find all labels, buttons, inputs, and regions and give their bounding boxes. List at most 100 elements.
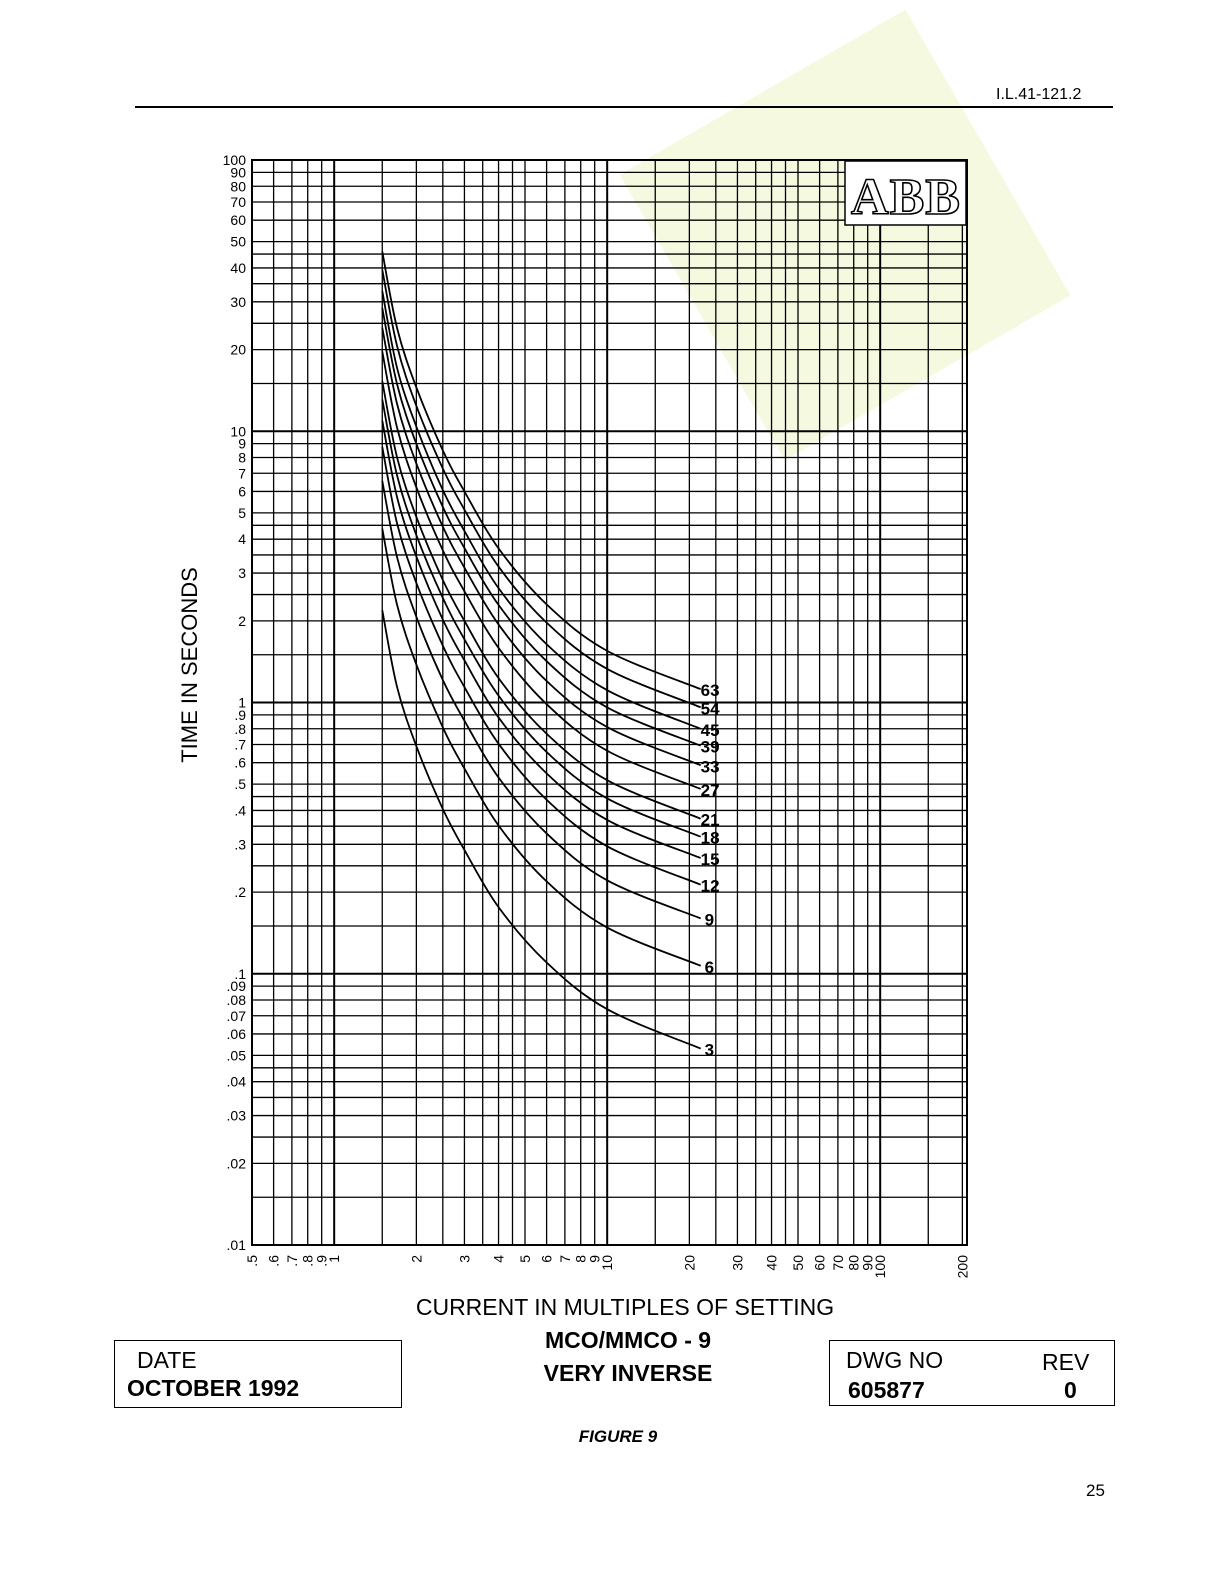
curve-label: 54 (701, 699, 720, 718)
curve-label: 21 (701, 811, 720, 830)
y-tick-label: 2 (238, 613, 246, 629)
rev-value: 0 (1064, 1377, 1077, 1403)
curve-dial-15 (381, 420, 702, 859)
y-tick-label: .8 (234, 721, 246, 737)
curves (381, 251, 702, 1050)
x-tick-label: 7 (557, 1255, 573, 1263)
x-tick-label: 2 (408, 1255, 424, 1263)
curve-label: 12 (701, 877, 720, 896)
y-tick-label: 1 (238, 695, 246, 711)
x-axis-title: CURRENT IN MULTIPLES OF SETTING (415, 1294, 835, 1320)
y-tick-label: 90 (230, 164, 246, 180)
y-tick-label: .07 (227, 1008, 247, 1024)
y-tick-label: .3 (234, 836, 246, 852)
y-tick-label: 5 (238, 505, 246, 521)
dwg-value: 605877 (848, 1377, 925, 1403)
y-tick-label: .2 (234, 884, 246, 900)
chart-title: MCO/MMCO - 9 (544, 1327, 712, 1353)
y-tick-label: .7 (234, 737, 246, 753)
curve-label: 15 (701, 850, 720, 869)
date-value: OCTOBER 1992 (127, 1375, 300, 1401)
dwg-label: DWG NO (846, 1347, 944, 1373)
x-tick-label: 80 (846, 1255, 862, 1271)
y-tick-label: 40 (230, 260, 246, 276)
page-number: 25 (1086, 1481, 1105, 1500)
y-tick-label: 70 (230, 194, 246, 210)
y-tick-label: .9 (234, 707, 246, 723)
logo-text: ABB (851, 169, 961, 226)
x-tick-label: 50 (790, 1255, 806, 1271)
y-tick-label: .6 (234, 755, 246, 771)
y-tick-label: 30 (230, 294, 246, 310)
x-tick-label: 5 (517, 1255, 533, 1263)
x-tick-label: 8 (573, 1255, 589, 1263)
y-tick-label: .01 (227, 1237, 247, 1253)
y-tick-label: 7 (238, 465, 246, 481)
plot-frame (251, 159, 968, 1246)
curve-dial-9 (381, 480, 702, 920)
curve-dial-33 (381, 327, 702, 767)
curve-label: 33 (701, 757, 720, 776)
x-tick-label: 4 (491, 1255, 507, 1263)
curve-dial-39 (381, 307, 702, 747)
curve-dial-6 (381, 528, 702, 967)
x-tick-label: 30 (729, 1255, 745, 1271)
abb-logo: ABB (844, 160, 967, 227)
curve-dial-63 (381, 251, 702, 690)
curve-label: 3 (705, 1041, 714, 1060)
header-rule (135, 106, 1113, 108)
curve-label: 6 (705, 958, 714, 977)
x-tick-label: 1 (326, 1255, 342, 1263)
x-tick-label: 70 (830, 1255, 846, 1271)
x-tick-label: 100 (872, 1255, 888, 1279)
curve-dial-27 (381, 351, 702, 790)
y-tick-label: .5 (234, 776, 246, 792)
curve-label: 9 (705, 910, 714, 929)
document-id: I.L.41-121.2 (996, 86, 1082, 103)
rev-label: REV (1042, 1349, 1090, 1375)
curve-dial-54 (381, 269, 702, 709)
chart-subtitle: VERY INVERSE (543, 1360, 713, 1386)
y-tick-label: 3 (238, 565, 246, 581)
y-tick-label: 9 (238, 436, 246, 452)
x-tick-label: .8 (300, 1255, 316, 1267)
figure-caption: FIGURE 9 (578, 1427, 658, 1446)
x-tick-label: 200 (954, 1255, 970, 1279)
y-tick-label: .05 (227, 1047, 247, 1063)
curve-label: 39 (701, 738, 720, 757)
x-tick-label: 6 (539, 1255, 555, 1263)
curve-label: 18 (701, 829, 720, 848)
x-tick-label: 10 (599, 1255, 615, 1271)
x-tick-label: 3 (456, 1255, 472, 1263)
y-tick-label: .08 (227, 992, 247, 1008)
x-tick-label: .6 (266, 1255, 282, 1267)
curve-label: 27 (701, 781, 720, 800)
y-tick-label: .06 (227, 1026, 247, 1042)
curve-dial-18 (381, 399, 702, 838)
y-tick-label: 60 (230, 212, 246, 228)
y-tick-label: 4 (238, 531, 246, 547)
y-tick-label: 10 (230, 423, 246, 439)
curve-label: 45 (701, 721, 720, 740)
curve-label: 63 (701, 681, 720, 700)
logo-background (844, 160, 967, 226)
x-tick-label: 20 (681, 1255, 697, 1271)
y-axis-title: TIME IN SECONDS (177, 567, 202, 763)
x-tick-label: 40 (764, 1255, 780, 1271)
curve-dial-12 (381, 446, 702, 886)
y-tick-label: 8 (238, 450, 246, 466)
curve-dial-21 (381, 380, 702, 820)
y-tick-label: .4 (234, 802, 246, 818)
y-tick-label: .09 (227, 978, 247, 994)
y-tick-label: 6 (238, 483, 246, 499)
grid (252, 160, 967, 1245)
y-tick-label: .03 (227, 1108, 247, 1124)
x-tick-label: .7 (284, 1255, 300, 1267)
y-tick-label: .1 (234, 966, 246, 982)
y-tick-label: .04 (227, 1074, 247, 1090)
y-tick-label: 100 (223, 152, 247, 168)
